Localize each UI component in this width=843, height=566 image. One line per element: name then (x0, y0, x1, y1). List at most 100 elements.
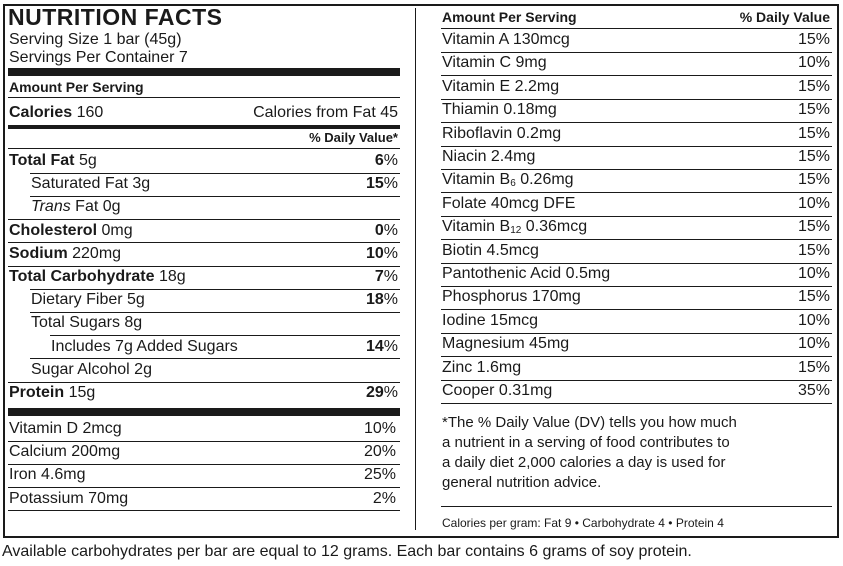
daily-value-header-right: % Daily Value (739, 9, 830, 25)
vitamin-row: Phosphorus 170mg 15% (442, 286, 830, 308)
footnote-line: a nutrient in a serving of food contribu… (442, 434, 730, 451)
percent-number: 0 (374, 221, 384, 239)
vitamin-percent: 10% (797, 265, 830, 282)
servings-per-container: Servings Per Container 7 (9, 49, 188, 66)
divider (30, 195, 400, 197)
nutrient-percent: 18% (366, 289, 398, 311)
nutrient-row: Sodium 220mg 10% (9, 243, 398, 265)
percent-number: 29 (365, 384, 384, 401)
vitamin-percent: 15% (797, 31, 830, 48)
divider (441, 215, 832, 217)
mineral-label: Calcium 200mg (9, 443, 121, 461)
calories-row: Calories 160 Calories from Fat 45 (9, 102, 398, 124)
vitamin-label: Folate 40mcg DFE (442, 194, 576, 212)
divider (441, 379, 832, 381)
nutrient-label: Total Sugars 8g (31, 314, 142, 331)
vitamin-amount: 0.26mg (515, 171, 574, 189)
divider (8, 265, 400, 267)
calories-per-gram: Calories per gram: Fat 9 • Carbohydrate … (442, 516, 724, 530)
mineral-percent: 25% (363, 466, 396, 484)
nutrient-label-rest: Fat 0g (70, 198, 121, 216)
footnote-line: a daily diet 2,000 calories a day is use… (442, 454, 726, 471)
divider (441, 285, 832, 287)
divider (441, 28, 832, 29)
nutrient-row: Trans Fat 0g (31, 196, 398, 218)
mineral-percent: 20% (363, 443, 396, 461)
divider (441, 75, 832, 77)
vitamin-row: Riboflavin 0.2mg 15% (442, 123, 830, 145)
nutrient-label: Sodium 220mg (9, 245, 121, 262)
divider (441, 145, 832, 147)
nutrient-percent: 29% (366, 382, 398, 404)
vitamin-row: Niacin 2.4mg 15% (442, 146, 830, 168)
vitamin-row: Iodine 15mcg 10% (442, 310, 830, 332)
nutrient-amount: 18g (158, 268, 186, 285)
mineral-label: Potassium 70mg (9, 489, 129, 507)
nutrient-row: Dietary Fiber 5g 18% (31, 289, 398, 311)
nutrient-name: Sugar Alcohol 2g (31, 360, 152, 378)
divider (30, 358, 400, 360)
nutrient-amount: 220mg (72, 244, 122, 262)
nutrient-name: Total Carbohydrate (9, 268, 155, 285)
nutrient-percent: 14% (366, 336, 398, 358)
bottom-note: Available carbohydrates per bar are equa… (2, 543, 692, 560)
nutrient-name: Cholesterol (9, 221, 98, 239)
nutrient-name: Includes 7g Added Sugars (51, 337, 238, 355)
vitamin-label: Thiamin 0.18mg (442, 101, 557, 119)
vitamin-percent: 15% (797, 358, 830, 376)
label-title: NUTRITION FACTS (8, 4, 223, 30)
nutrient-amount: 5g (78, 152, 97, 169)
divider (30, 288, 400, 290)
nutrient-label: Trans Fat 0g (31, 198, 121, 215)
vitamin-label: Vitamin B6 0.26mg (442, 171, 574, 190)
vitamin-percent: 15% (797, 101, 830, 119)
vitamin-label: Vitamin B12 0.36mcg (442, 218, 588, 236)
serving-size: Serving Size 1 bar (45g) (9, 31, 182, 48)
vitamin-row: Vitamin A 130mcg 15% (442, 29, 830, 51)
divider (441, 122, 832, 124)
percent-sign: % (383, 244, 398, 262)
nutrient-percent: 10% (366, 243, 398, 265)
nutrient-row: Cholesterol 0mg 0% (9, 220, 398, 242)
divider (441, 506, 832, 507)
nutrient-amount: 15g (68, 384, 96, 401)
divider (441, 168, 832, 170)
vitamin-name: Vitamin B (442, 218, 511, 236)
vitamin-percent: 15% (797, 148, 830, 165)
vitamin-label: Phosphorus 170mg (442, 288, 581, 306)
vitamin-amount: 0.36mcg (521, 218, 588, 236)
nutrient-label: Sugar Alcohol 2g (31, 361, 152, 378)
vitamin-row: Vitamin B12 0.36mcg 15% (442, 216, 830, 238)
nutrient-label: Dietary Fiber 5g (31, 291, 145, 308)
percent-sign: % (383, 221, 398, 239)
vitamin-row: Pantothenic Acid 0.5mg 10% (442, 263, 830, 285)
footnote-line: general nutrition advice. (442, 474, 602, 491)
mineral-row: Calcium 200mg 20% (9, 441, 396, 463)
vitamin-percent: 15% (797, 288, 830, 306)
footnote: *The % Daily Value (DV) tells you how mu… (442, 413, 737, 493)
nutrient-row: Total Sugars 8g (31, 312, 398, 334)
percent-sign: % (383, 175, 398, 193)
nutrient-row: Total Fat 5g 6% (9, 150, 398, 172)
percent-number: 14 (365, 337, 384, 355)
vitamin-row: Vitamin C 9mg 10% (442, 52, 830, 74)
divider (8, 148, 400, 149)
divider (8, 97, 400, 98)
vitamin-row: Folate 40mcg DFE 10% (442, 193, 830, 215)
divider (8, 440, 400, 442)
vitamin-percent: 10% (797, 194, 830, 212)
percent-sign: % (383, 268, 398, 285)
vitamin-subscript: 6 (510, 178, 516, 190)
percent-number: 6 (374, 152, 384, 169)
divider (441, 239, 832, 241)
vitamin-row: Biotin 4.5mcg 15% (442, 240, 830, 262)
vitamin-percent: 15% (797, 124, 830, 142)
nutrient-label-italic: Trans (31, 198, 71, 216)
percent-sign: % (383, 384, 398, 401)
nutrient-name: Sodium (9, 244, 68, 262)
column-divider (415, 8, 416, 530)
calories-label: Calories (9, 104, 73, 121)
nutrient-row: Protein 15g 29% (9, 382, 398, 404)
nutrient-name: Dietary Fiber 5g (31, 291, 145, 309)
vitamin-row: Magnesium 45mg 10% (442, 333, 830, 355)
